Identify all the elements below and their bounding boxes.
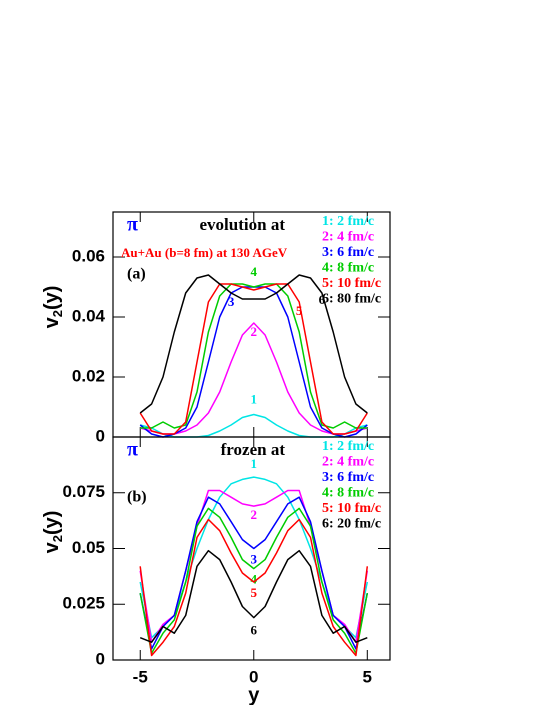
curve-label: 2 xyxy=(251,507,258,522)
legend-entry: 4: 8 fm/c xyxy=(322,486,374,501)
curve-label: 5 xyxy=(251,585,258,600)
particle-label: π xyxy=(127,214,138,236)
y-tick-label: 0 xyxy=(96,649,105,668)
y-axis-label-part: 2 xyxy=(50,535,65,542)
subtitle: Au+Au (b=8 fm) at 130 AGeV xyxy=(121,245,288,260)
y-tick-label: 0.02 xyxy=(72,366,105,385)
legend-entry: 1: 2 fm/c xyxy=(322,214,374,229)
legend-entry: 6: 80 fm/c xyxy=(322,292,381,307)
y-axis-label-part: (y) xyxy=(41,286,63,310)
curve-label: 4 xyxy=(251,572,258,587)
x-axis-label: y xyxy=(248,684,260,705)
curve-label: 1 xyxy=(251,456,258,471)
panel-label: (a) xyxy=(127,266,146,283)
curve xyxy=(140,283,368,429)
curve xyxy=(139,518,369,657)
legend-entry: 5: 10 fm/c xyxy=(322,276,381,291)
legend-entry: 3: 6 fm/c xyxy=(322,245,374,260)
curve xyxy=(139,549,368,643)
curve-label: 2 xyxy=(251,324,258,339)
curve xyxy=(139,496,369,650)
legend-entry: 4: 8 fm/c xyxy=(322,261,374,276)
y-axis-label-part: v xyxy=(41,316,63,328)
y-tick-label: 0.05 xyxy=(72,538,105,557)
legend-entry: 2: 4 fm/c xyxy=(322,455,374,470)
legend-entry: 1: 2 fm/c xyxy=(322,439,374,454)
y-tick-label: 0.06 xyxy=(72,246,105,265)
curve xyxy=(140,322,368,435)
curve-label: 6 xyxy=(251,623,258,638)
legend-entry: 6: 20 fm/c xyxy=(322,517,381,532)
panel-label: (b) xyxy=(127,489,147,506)
y-axis-label: v2(y) xyxy=(41,511,65,554)
x-tick-label: 5 xyxy=(363,667,372,686)
legend-entry: 5: 10 fm/c xyxy=(322,501,381,516)
curve-label: 1 xyxy=(251,391,258,406)
curve-label: 5 xyxy=(296,303,303,318)
panel-title: evolution at xyxy=(200,215,286,234)
curve-label: 3 xyxy=(251,551,258,566)
legend-entry: 2: 4 fm/c xyxy=(322,230,374,245)
y-axis-label-part: 2 xyxy=(50,310,65,317)
x-tick-label: 0 xyxy=(249,667,258,686)
legend-entry: 3: 6 fm/c xyxy=(322,470,374,485)
y-tick-label: 0.075 xyxy=(62,482,105,501)
particle-label: π xyxy=(127,439,138,461)
curve-label: 3 xyxy=(228,294,235,309)
y-tick-label: 0.04 xyxy=(72,306,106,325)
curve xyxy=(139,283,368,435)
y-tick-label: 0.025 xyxy=(62,594,105,613)
curve xyxy=(139,476,369,639)
y-axis-label-part: v xyxy=(41,541,63,553)
x-tick-label: -5 xyxy=(133,667,148,686)
curve-label: 4 xyxy=(251,264,258,279)
panel-title: frozen at xyxy=(221,440,286,459)
y-tick-label: 0 xyxy=(96,426,105,445)
y-axis-label-part: (y) xyxy=(41,511,63,535)
curve-label: 6 xyxy=(319,292,326,307)
y-axis-label: v2(y) xyxy=(41,286,65,329)
curve xyxy=(139,507,369,655)
curve xyxy=(139,274,368,414)
